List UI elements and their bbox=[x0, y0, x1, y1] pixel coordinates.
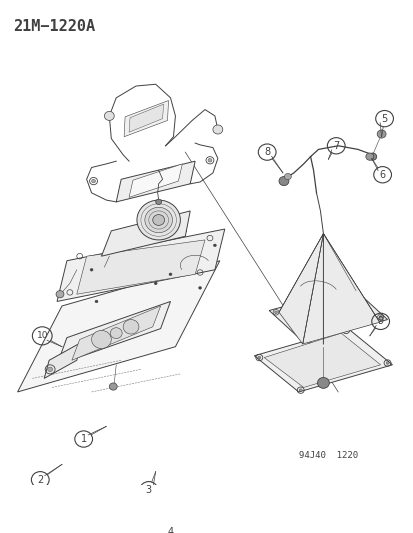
Circle shape bbox=[90, 269, 93, 271]
Circle shape bbox=[284, 173, 291, 180]
Polygon shape bbox=[323, 233, 379, 322]
Polygon shape bbox=[57, 229, 224, 302]
Text: 3: 3 bbox=[145, 484, 152, 495]
Circle shape bbox=[306, 339, 309, 342]
Circle shape bbox=[257, 356, 260, 359]
Circle shape bbox=[213, 244, 216, 247]
Circle shape bbox=[365, 153, 373, 160]
Circle shape bbox=[212, 125, 222, 134]
Circle shape bbox=[137, 200, 180, 240]
Circle shape bbox=[104, 111, 114, 120]
Circle shape bbox=[317, 377, 328, 389]
Circle shape bbox=[183, 230, 186, 232]
Circle shape bbox=[154, 282, 157, 285]
Circle shape bbox=[91, 179, 95, 183]
Circle shape bbox=[344, 329, 347, 332]
Circle shape bbox=[299, 389, 301, 392]
Text: 4: 4 bbox=[167, 527, 173, 533]
Polygon shape bbox=[57, 302, 170, 365]
Text: 21M−1220A: 21M−1220A bbox=[13, 19, 95, 34]
Circle shape bbox=[346, 289, 349, 292]
Circle shape bbox=[119, 232, 122, 235]
Circle shape bbox=[378, 316, 381, 318]
Circle shape bbox=[198, 287, 201, 289]
Text: 10: 10 bbox=[36, 332, 48, 341]
Text: 6: 6 bbox=[379, 169, 385, 180]
Text: 94J40  1220: 94J40 1220 bbox=[298, 451, 357, 460]
Circle shape bbox=[385, 361, 388, 365]
Circle shape bbox=[145, 207, 172, 233]
Polygon shape bbox=[129, 104, 163, 132]
Circle shape bbox=[278, 176, 288, 185]
Polygon shape bbox=[278, 233, 323, 344]
Circle shape bbox=[110, 328, 122, 338]
Circle shape bbox=[123, 320, 139, 334]
Circle shape bbox=[155, 199, 161, 205]
Polygon shape bbox=[254, 329, 392, 392]
Polygon shape bbox=[72, 306, 160, 360]
Polygon shape bbox=[129, 164, 182, 197]
Text: 9: 9 bbox=[377, 317, 383, 326]
Circle shape bbox=[169, 273, 171, 276]
Polygon shape bbox=[44, 342, 81, 378]
Polygon shape bbox=[278, 233, 355, 312]
Circle shape bbox=[95, 300, 98, 303]
Text: 1: 1 bbox=[81, 434, 87, 444]
Circle shape bbox=[207, 158, 211, 162]
Circle shape bbox=[368, 153, 376, 160]
Polygon shape bbox=[302, 233, 379, 344]
Polygon shape bbox=[116, 161, 195, 202]
Polygon shape bbox=[263, 333, 380, 387]
Polygon shape bbox=[101, 211, 190, 256]
Circle shape bbox=[109, 383, 117, 390]
Text: 8: 8 bbox=[263, 147, 270, 157]
Circle shape bbox=[56, 290, 64, 298]
Circle shape bbox=[376, 130, 385, 138]
Circle shape bbox=[274, 311, 277, 314]
Polygon shape bbox=[268, 288, 387, 342]
Polygon shape bbox=[76, 240, 204, 294]
Circle shape bbox=[47, 367, 52, 372]
Polygon shape bbox=[17, 261, 219, 392]
Circle shape bbox=[91, 330, 111, 349]
Polygon shape bbox=[124, 101, 168, 137]
Text: 7: 7 bbox=[332, 141, 339, 151]
Circle shape bbox=[152, 215, 164, 225]
Text: 2: 2 bbox=[37, 475, 43, 484]
Text: 5: 5 bbox=[380, 114, 387, 124]
